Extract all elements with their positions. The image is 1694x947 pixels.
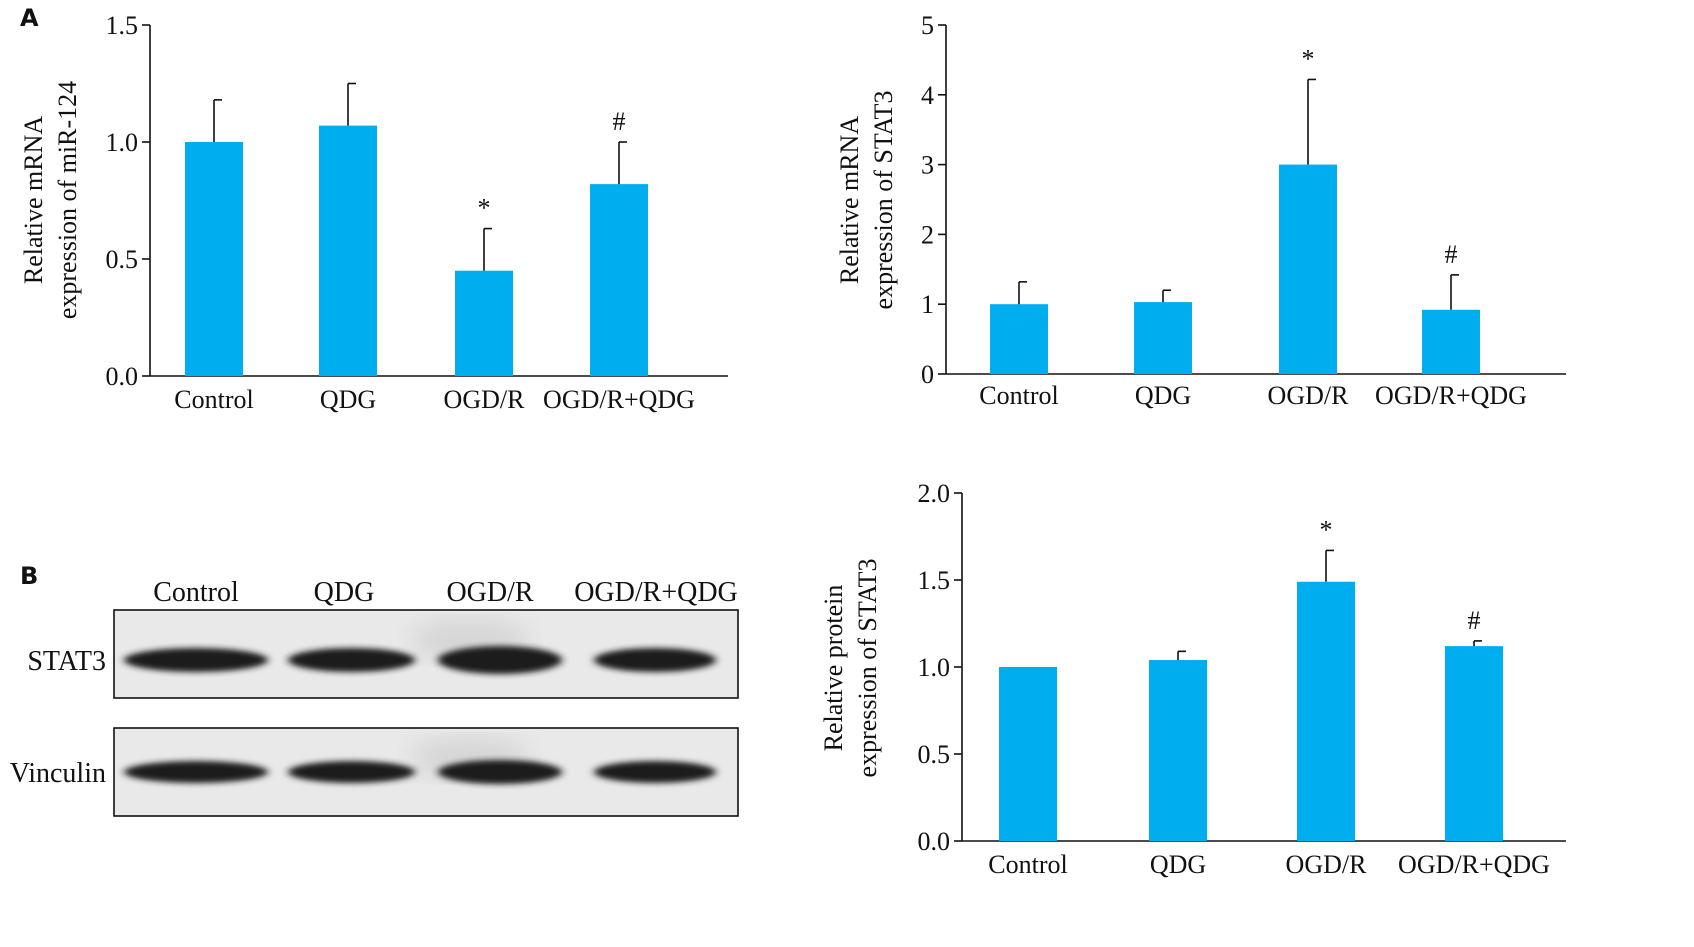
- y-axis-label: Relative mRNA: [19, 116, 48, 284]
- blot-band: [124, 761, 268, 783]
- bar-ogd-r-qdg: [1422, 309, 1480, 374]
- bar-control: [185, 142, 243, 376]
- bar-ogd-r: [455, 270, 513, 376]
- charts-layer: 0.0 0.5 1.0 1.5 Control QDG * OGD/R # OGD/R+QDG Re…: [19, 11, 1566, 879]
- blot-row-label: Vinculin: [10, 758, 106, 789]
- significance-mark: #: [1468, 606, 1481, 635]
- y-tick-label: 2: [921, 220, 934, 249]
- y-tick-label: 0.5: [918, 740, 951, 769]
- blot-lane-label: QDG: [314, 577, 375, 608]
- chart-1: 0.0 0.5 1.0 1.5 Control QDG * OGD/R # OGD/R+QDG Re…: [19, 11, 728, 414]
- chart-2: 0 1 2 3 4 5 Control QDG * OGD/R # OGD/R+QDG Relative…: [835, 11, 1566, 410]
- x-tick-label: QDG: [1135, 381, 1191, 410]
- blot-lane-label: OGD/R+QDG: [574, 577, 738, 608]
- y-tick-label: 1.0: [918, 653, 951, 682]
- significance-mark: *: [1320, 515, 1333, 544]
- blot-band: [438, 760, 562, 784]
- bar-control: [990, 304, 1048, 374]
- x-tick-label: OGD/R+QDG: [1398, 850, 1550, 879]
- y-axis-label: expression of STAT3: [853, 559, 882, 778]
- x-tick-label: Control: [979, 381, 1058, 410]
- x-tick-label: OGD/R: [1286, 850, 1368, 879]
- y-tick-label: 4: [921, 81, 934, 110]
- blot-row-vinculin: Vinculin: [10, 727, 739, 817]
- y-tick-label: 0: [921, 360, 934, 389]
- blot-band: [594, 648, 716, 672]
- y-tick-label: 0.5: [106, 245, 139, 274]
- y-tick-label: 1.5: [918, 566, 951, 595]
- blot-lane-label: OGD/R: [446, 577, 533, 608]
- blot-band: [438, 646, 562, 674]
- bar-ogd-r-qdg: [590, 184, 648, 376]
- x-tick-label: OGD/R+QDG: [1375, 381, 1527, 410]
- blot-row-label: STAT3: [27, 646, 106, 677]
- y-axis-label: Relative mRNA: [835, 116, 864, 284]
- bar-ogd-r: [1297, 581, 1355, 841]
- bar-qdg: [1134, 302, 1192, 374]
- y-tick-label: 1: [921, 290, 934, 319]
- significance-mark: #: [1445, 240, 1458, 269]
- blot-lane-label: Control: [153, 577, 239, 608]
- blot-band: [124, 648, 268, 672]
- y-axis-label: Relative protein: [819, 585, 848, 752]
- significance-mark: *: [1302, 44, 1315, 73]
- y-axis-label: expression of STAT3: [869, 91, 898, 310]
- x-tick-label: OGD/R: [444, 385, 526, 414]
- y-tick-label: 0.0: [918, 827, 951, 856]
- blot-band: [288, 761, 415, 783]
- western-blot: Control QDG OGD/R OGD/R+QDG STAT3 Vinculin: [10, 577, 739, 817]
- y-tick-label: 1.0: [106, 128, 139, 157]
- bar-ogd-r: [1279, 164, 1337, 374]
- blot-band: [288, 648, 415, 672]
- blot-band: [594, 761, 716, 783]
- bar-ogd-r-qdg: [1445, 646, 1503, 841]
- bar-control: [999, 667, 1057, 841]
- y-tick-label: 1.5: [106, 11, 139, 40]
- y-tick-label: 5: [921, 11, 934, 40]
- x-tick-label: QDG: [1150, 850, 1206, 879]
- panel-label-a: A: [20, 4, 39, 32]
- x-tick-label: QDG: [320, 385, 376, 414]
- x-tick-label: Control: [174, 385, 253, 414]
- y-tick-label: 2.0: [918, 479, 951, 508]
- bar-qdg: [319, 125, 377, 377]
- x-tick-label: OGD/R: [1268, 381, 1350, 410]
- y-tick-label: 0.0: [106, 362, 139, 391]
- x-tick-label: Control: [988, 850, 1067, 879]
- bar-qdg: [1149, 660, 1207, 841]
- y-axis-label: expression of miR-124: [53, 81, 82, 319]
- y-tick-label: 3: [921, 151, 934, 180]
- x-tick-label: OGD/R+QDG: [543, 385, 695, 414]
- significance-mark: *: [478, 194, 491, 223]
- blot-row-stat3: STAT3: [27, 609, 739, 699]
- chart-3: 0.0 0.5 1.0 1.5 2.0 Control QDG * OGD/R # OGD/R+QD…: [819, 479, 1566, 879]
- panel-label-b: B: [20, 562, 39, 590]
- significance-mark: #: [613, 107, 626, 136]
